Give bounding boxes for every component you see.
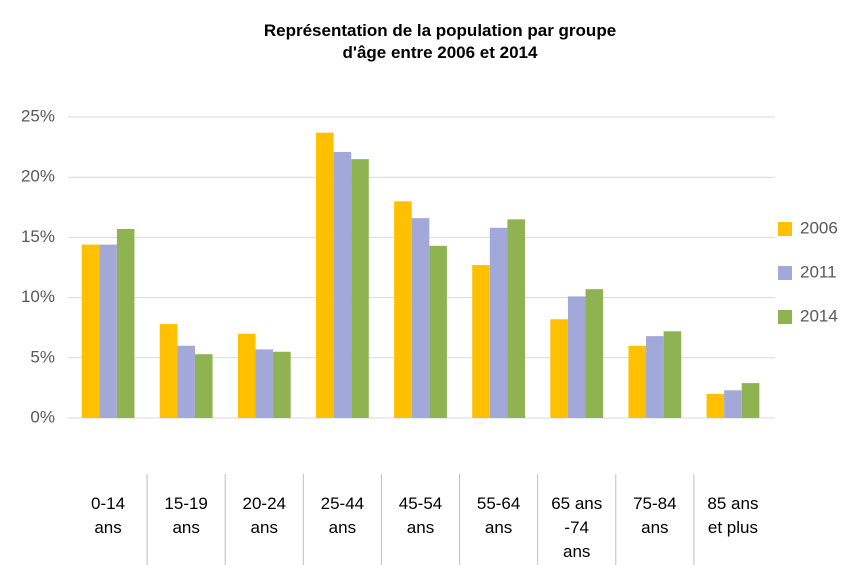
bar xyxy=(489,227,508,418)
bar xyxy=(273,351,291,418)
y-tick-label: 15% xyxy=(21,227,55,246)
bar xyxy=(411,218,430,418)
bar xyxy=(741,383,760,418)
x-tick-label: 25-44 ans xyxy=(320,494,365,537)
bar xyxy=(237,333,256,418)
x-tick-label: 75-84 ans xyxy=(633,494,677,537)
legend-label: 2006 xyxy=(800,218,838,237)
bar xyxy=(706,393,725,418)
x-tick-label: 65 ans -74 ans xyxy=(551,494,603,561)
bar xyxy=(177,345,195,418)
legend-label: 2011 xyxy=(800,262,837,281)
bar xyxy=(315,132,334,419)
bar xyxy=(351,159,369,418)
y-tick-label: 20% xyxy=(21,167,55,186)
bar xyxy=(99,244,117,418)
x-tick-label: 55-64 ans xyxy=(476,494,521,537)
legend-label: 2014 xyxy=(800,306,838,325)
legend-swatch xyxy=(778,310,792,324)
x-tick-label: 45-54 ans xyxy=(398,494,443,537)
bar xyxy=(159,324,178,418)
bar xyxy=(81,244,100,418)
legend-swatch xyxy=(778,222,792,236)
y-tick-label: 10% xyxy=(21,287,55,306)
bar xyxy=(646,336,664,418)
bar xyxy=(724,390,742,418)
bar xyxy=(116,228,135,418)
bar xyxy=(429,245,447,418)
legend-swatch xyxy=(778,266,792,280)
y-tick-label: 0% xyxy=(30,407,55,426)
bar xyxy=(550,319,568,418)
x-tick-label: 15-19 ans xyxy=(164,494,208,537)
bar xyxy=(663,331,682,418)
x-tick-label: 85 ans et plus xyxy=(707,494,759,537)
x-tick-label: 20-24 ans xyxy=(242,494,286,537)
bar xyxy=(507,219,526,418)
bar xyxy=(585,289,604,418)
bar xyxy=(472,265,490,418)
bar xyxy=(394,201,412,418)
y-tick-label: 25% xyxy=(21,106,55,125)
bar xyxy=(194,354,213,418)
x-tick-label: 0-14 ans xyxy=(91,494,126,537)
bar xyxy=(255,349,274,418)
bar xyxy=(567,296,586,418)
bar xyxy=(333,151,352,418)
bar xyxy=(628,345,647,418)
y-tick-label: 5% xyxy=(30,347,55,366)
chart-title: Représentation de la population par grou… xyxy=(263,21,617,62)
